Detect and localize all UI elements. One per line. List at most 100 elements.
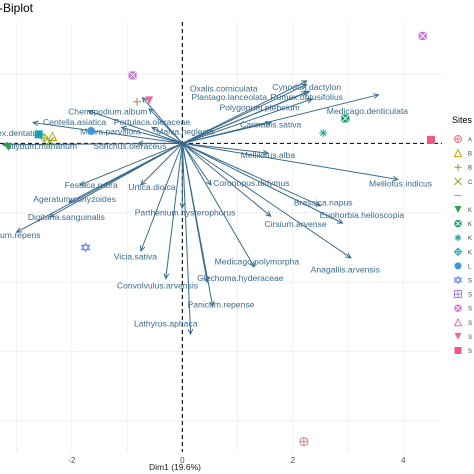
variable-arrow [87,109,183,144]
marker-shape [453,317,463,327]
variable-arrow [182,80,308,144]
x-tick-label: -2 [68,456,76,465]
legend-label: K [468,222,472,228]
marker-shape [426,135,435,144]
marker-shape [454,332,462,340]
chart-title: -Biplot [0,1,34,15]
variable-label: Plantago.lanceolata [192,92,268,102]
variable-label: Glechoma.hyderaceae [197,273,284,283]
marker-shape [454,177,462,186]
marker-shape [454,219,462,228]
marker-shape [454,347,462,354]
legend-label: L [468,264,472,270]
marker-shape [47,131,58,141]
variable-label: Melilotus.indicus [369,179,432,189]
variable-labels: Oxalis.corniculata Cynodon.dactylon Planta… [0,82,432,328]
arrow-shaft [16,142,183,233]
variable-label: ex.dentatus [0,128,42,138]
legend-item: S [454,332,472,341]
site-point [128,71,137,80]
marker-shape [418,31,427,41]
variable-label: ium.repens [0,230,41,240]
arrow-shaft [181,143,212,186]
arrow-head [136,140,144,147]
legend-label: S [468,307,472,313]
variable-label: Ageratum.conyzoides [33,194,116,204]
variable-arrow [140,143,183,186]
arrow-head [265,120,272,127]
variable-arrow [181,143,194,336]
marker-shape [454,290,462,298]
variable-label: Cirsium.arvense [265,219,327,229]
arrow-head [163,273,170,280]
variable-label: Malva.parviflora [80,127,141,137]
x-tick-label: 4 [401,456,406,465]
legend-key [454,304,462,313]
variable-arrows [1,80,399,336]
variable-label: Euphorbia.helioscopia [320,210,405,220]
arrow-shaft [181,143,192,335]
arrow-shaft [33,122,183,144]
legend-key [454,163,462,171]
arrow-head [206,179,212,186]
legend-key [454,177,462,186]
variable-label: Malva.neglecta [156,127,214,137]
variable-label: Centella.asiatica [43,117,106,127]
legend-item: C [454,177,473,186]
arrow-head [148,107,155,115]
arrow-head [87,109,94,116]
variable-arrow [182,142,352,259]
marker-shape [454,163,462,171]
arrow-head [140,179,147,186]
variable-label: Medicago.denticulata [327,106,408,116]
variable-label: Rumex.obtusifolius [270,92,343,102]
marker-shape [453,148,463,158]
variable-arrow [120,125,183,144]
arrow-head [301,83,308,90]
variable-arrow [181,143,212,186]
variable-label: Medicago.polymorpha [215,256,300,266]
legend-item: K [454,234,472,242]
arrow-head [120,125,128,132]
variable-arrow [182,142,322,207]
legend-item: S [454,347,472,355]
variable-arrow [182,97,314,144]
arrow-shaft [182,98,313,144]
marker-shape [128,71,137,80]
variable-arrow [150,126,183,144]
arrow-head [249,261,255,268]
arrow-head [209,300,215,308]
variable-label: Silybum.marianum [6,141,77,151]
variable-arrow [79,142,183,186]
legend-item: L [454,262,472,270]
arrow-head [187,328,194,336]
legend-item: K [454,206,472,214]
arrow-shaft [182,142,272,217]
legend-key [454,135,462,143]
arrow-head [48,212,56,218]
variable-label: Festuca.rubra [65,180,118,190]
legend-label: K [468,250,472,256]
marker-shape [133,97,142,106]
variable-label: Digitaria.sanguinalis [28,212,105,222]
legend: Sites A B B C K K K K L S S S S S S [452,115,473,355]
variable-label: Sonchus.oleraceus [93,141,166,151]
arrow-shaft [140,143,183,252]
zero-lines [0,22,442,452]
variable-arrow [182,142,344,224]
variable-arrow [181,143,215,308]
marker-shape [87,126,96,135]
arrow-head [203,276,210,284]
x-axis-label: Dim1 (19.6%) [149,462,201,472]
arrow-head [303,90,311,96]
arrow-head [301,91,308,97]
marker-shape [319,128,328,137]
legend-label: S [468,293,472,299]
arrow-head [337,218,344,224]
legend-label: B [468,166,472,172]
arrow-shaft [140,143,183,186]
legend-key [454,234,462,242]
site-point [426,135,435,144]
variable-label: Coronopus.didymus [213,178,289,188]
arrow-head [372,93,380,99]
